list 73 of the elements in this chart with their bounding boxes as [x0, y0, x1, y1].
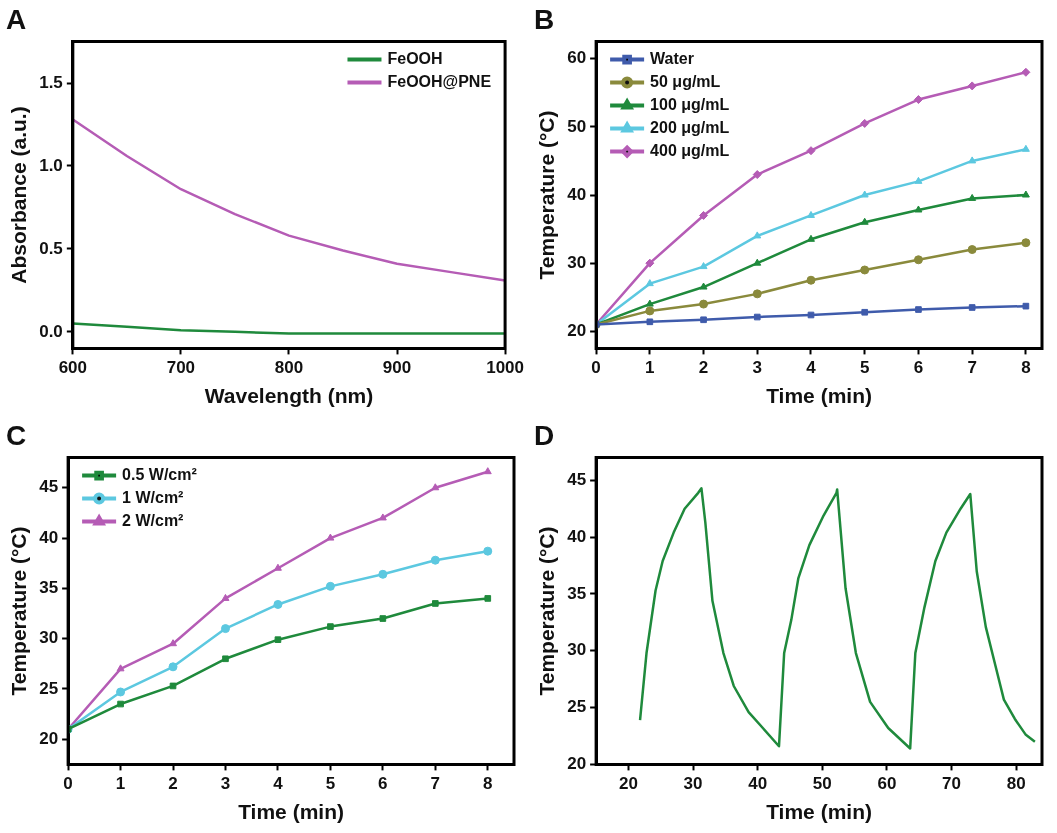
x-tick-label: 70 [942, 774, 961, 794]
y-tick-label: 30 [567, 640, 587, 660]
x-tick-label: 1 [115, 774, 126, 794]
y-tick-label: 0.5 [39, 238, 63, 258]
legend-label: FeOOH [387, 50, 443, 68]
x-tick-label: 8 [483, 774, 493, 794]
legend-label: 0.5 W/cm² [122, 466, 197, 484]
x-tick-label: 0 [591, 358, 601, 378]
x-tick-label: 700 [166, 358, 196, 378]
x-tick-label: 800 [274, 358, 304, 378]
y-axis-title: Absorbance (a.u.) [7, 106, 31, 284]
y-tick-label: 20 [39, 728, 59, 748]
y-tick-label: 40 [39, 527, 59, 547]
legend-label: FeOOH@PNE [387, 73, 492, 91]
y-tick-label: 35 [39, 578, 59, 598]
chart-title: B [534, 3, 555, 35]
y-tick-label: 40 [567, 184, 587, 204]
legend-label: Water [650, 50, 694, 68]
x-tick-label: 6 [378, 774, 388, 794]
x-tick-label: 60 [877, 774, 897, 794]
legend-label: 400 μg/mL [650, 142, 730, 160]
legend-label: 1 W/cm² [122, 489, 184, 507]
x-axis-title: Time (min) [238, 800, 344, 824]
x-tick-label: 6 [913, 358, 924, 378]
y-tick-label: 1.0 [39, 155, 63, 175]
y-tick-label: 25 [39, 678, 59, 698]
y-axis-title: Temperature (°C) [535, 526, 559, 696]
x-tick-label: 4 [273, 774, 284, 794]
x-tick-label: 30 [683, 774, 703, 794]
x-tick-label: 3 [752, 358, 763, 378]
y-tick-label: 45 [567, 470, 587, 490]
y-tick-label: 30 [39, 628, 59, 648]
x-tick-label: 20 [618, 774, 638, 794]
x-tick-label: 1000 [486, 358, 524, 378]
x-tick-label: 0 [63, 774, 73, 794]
y-tick-label: 50 [567, 116, 587, 136]
x-tick-label: 8 [1021, 358, 1031, 378]
y-tick-label: 30 [567, 252, 587, 272]
legend-label: 2 W/cm² [122, 512, 184, 530]
legend-label: 50 μg/mL [650, 73, 721, 91]
x-tick-label: 50 [812, 774, 832, 794]
x-axis-title: Wavelength (nm) [204, 384, 374, 408]
y-tick-label: 25 [567, 697, 587, 717]
x-tick-label: 80 [1006, 774, 1026, 794]
x-tick-label: 5 [325, 774, 336, 794]
chart-title: C [6, 419, 27, 451]
chart-title: A [6, 3, 27, 35]
y-tick-label: 20 [567, 321, 587, 341]
x-tick-label: 3 [220, 774, 231, 794]
x-tick-label: 40 [748, 774, 768, 794]
x-tick-label: 1 [645, 358, 655, 378]
legend-label: 200 μg/mL [650, 119, 730, 137]
y-tick-label: 0.0 [39, 321, 63, 341]
y-axis-title: Temperature (°C) [7, 526, 31, 696]
y-tick-label: 45 [39, 477, 59, 497]
x-tick-label: 7 [967, 358, 977, 378]
y-axis-title: Temperature (°C) [535, 110, 559, 280]
x-axis-title: Time (min) [766, 800, 872, 824]
x-tick-label: 2 [168, 774, 178, 794]
x-tick-label: 5 [859, 358, 870, 378]
y-tick-label: 40 [567, 526, 587, 546]
x-axis-title: Time (min) [766, 384, 872, 408]
y-tick-label: 1.5 [39, 72, 63, 92]
chart-title: D [534, 419, 555, 451]
y-tick-label: 35 [567, 583, 587, 603]
x-tick-label: 600 [58, 358, 88, 378]
y-tick-label: 20 [567, 754, 587, 774]
x-tick-label: 7 [430, 774, 441, 794]
y-tick-label: 60 [567, 48, 587, 68]
x-tick-label: 2 [698, 358, 709, 378]
x-tick-label: 900 [382, 358, 412, 378]
x-tick-label: 4 [806, 358, 817, 378]
legend-label: 100 μg/mL [650, 96, 730, 114]
